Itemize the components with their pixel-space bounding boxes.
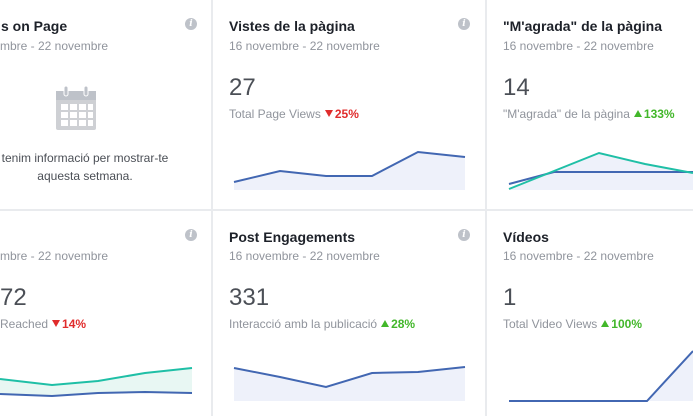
card-title: Vídeos: [503, 229, 549, 245]
card-title: Vistes de la pàgina: [229, 18, 355, 34]
empty-state-line-2: aquesta setmana.: [37, 169, 133, 183]
info-icon[interactable]: i: [458, 18, 470, 30]
card-date-range: 16 novembre - 22 novembre: [229, 39, 380, 53]
sparkline-page-likes: [508, 151, 693, 190]
sparkline-page-views: [233, 150, 466, 190]
metric-label-row: "M'agrada" de la pàgina 133%: [503, 107, 675, 121]
card-videos[interactable]: Vídeos 16 novembre - 22 novembre 1 Total…: [487, 211, 693, 416]
card-title: s on Page: [1, 18, 68, 34]
metric-value: 72: [0, 284, 27, 311]
metric-change: 100%: [611, 317, 642, 331]
empty-state-line-1: tenim informació per mostrar-te: [1, 151, 169, 165]
metric-value: 1: [503, 284, 517, 311]
empty-state-message: tenim informació per mostrar-te aquesta …: [0, 149, 190, 185]
calendar-icon: [56, 85, 96, 130]
card-date-range: 16 novembre - 22 novembre: [503, 39, 654, 53]
metric-label-row: Total Video Views 100%: [503, 317, 642, 331]
card-date-range: 16 novembre - 22 novembre: [503, 249, 654, 263]
trend-up-icon: [601, 320, 610, 327]
trend-down-icon: [52, 320, 61, 327]
trend-up-icon: [381, 320, 390, 327]
metric-label: Total Video Views: [503, 317, 598, 331]
metric-value: 14: [503, 74, 530, 101]
trend-up-icon: [633, 110, 642, 117]
metric-change: 14%: [62, 317, 87, 331]
metric-label: Interacció amb la publicació: [229, 317, 378, 331]
card-date-range: mbre - 22 novembre: [0, 249, 109, 263]
sparkline-post-engagements: [233, 366, 466, 401]
trend-down-icon: [324, 110, 333, 117]
info-icon[interactable]: i: [458, 229, 470, 241]
sparkline-videos: [509, 350, 693, 402]
card-title: "M'agrada" de la pàgina: [503, 18, 662, 34]
metric-label: "M'agrada" de la pàgina: [503, 107, 630, 121]
card-people-reached[interactable]: mbre - 22 novembre i 72 Reached 14%: [0, 211, 211, 416]
info-icon[interactable]: i: [185, 18, 197, 30]
metric-label-row: Interacció amb la publicació 28%: [229, 317, 415, 331]
card-page-likes[interactable]: "M'agrada" de la pàgina 16 novembre - 22…: [487, 0, 693, 209]
card-post-engagements[interactable]: Post Engagements 16 novembre - 22 novemb…: [213, 211, 485, 416]
metric-label-row: Total Page Views 25%: [229, 107, 359, 121]
card-date-range: 16 novembre - 22 novembre: [229, 249, 380, 263]
metric-change: 25%: [334, 107, 359, 121]
info-icon[interactable]: i: [185, 229, 197, 241]
card-actions-on-page[interactable]: s on Page mbre - 22 novembre i tenim inf…: [0, 0, 211, 209]
sparkline-reach: [0, 367, 193, 398]
card-date-range: mbre - 22 novembre: [0, 39, 109, 53]
metric-change: 133%: [643, 107, 675, 121]
metric-change: 28%: [391, 317, 416, 331]
metric-value: 331: [229, 284, 270, 311]
metric-label-row: Reached 14%: [0, 317, 86, 331]
metric-label: Total Page Views: [229, 107, 321, 121]
card-page-views[interactable]: Vistes de la pàgina 16 novembre - 22 nov…: [213, 0, 485, 209]
metric-value: 27: [229, 74, 256, 101]
metric-label: Reached: [0, 317, 49, 331]
card-title: Post Engagements: [229, 229, 356, 245]
